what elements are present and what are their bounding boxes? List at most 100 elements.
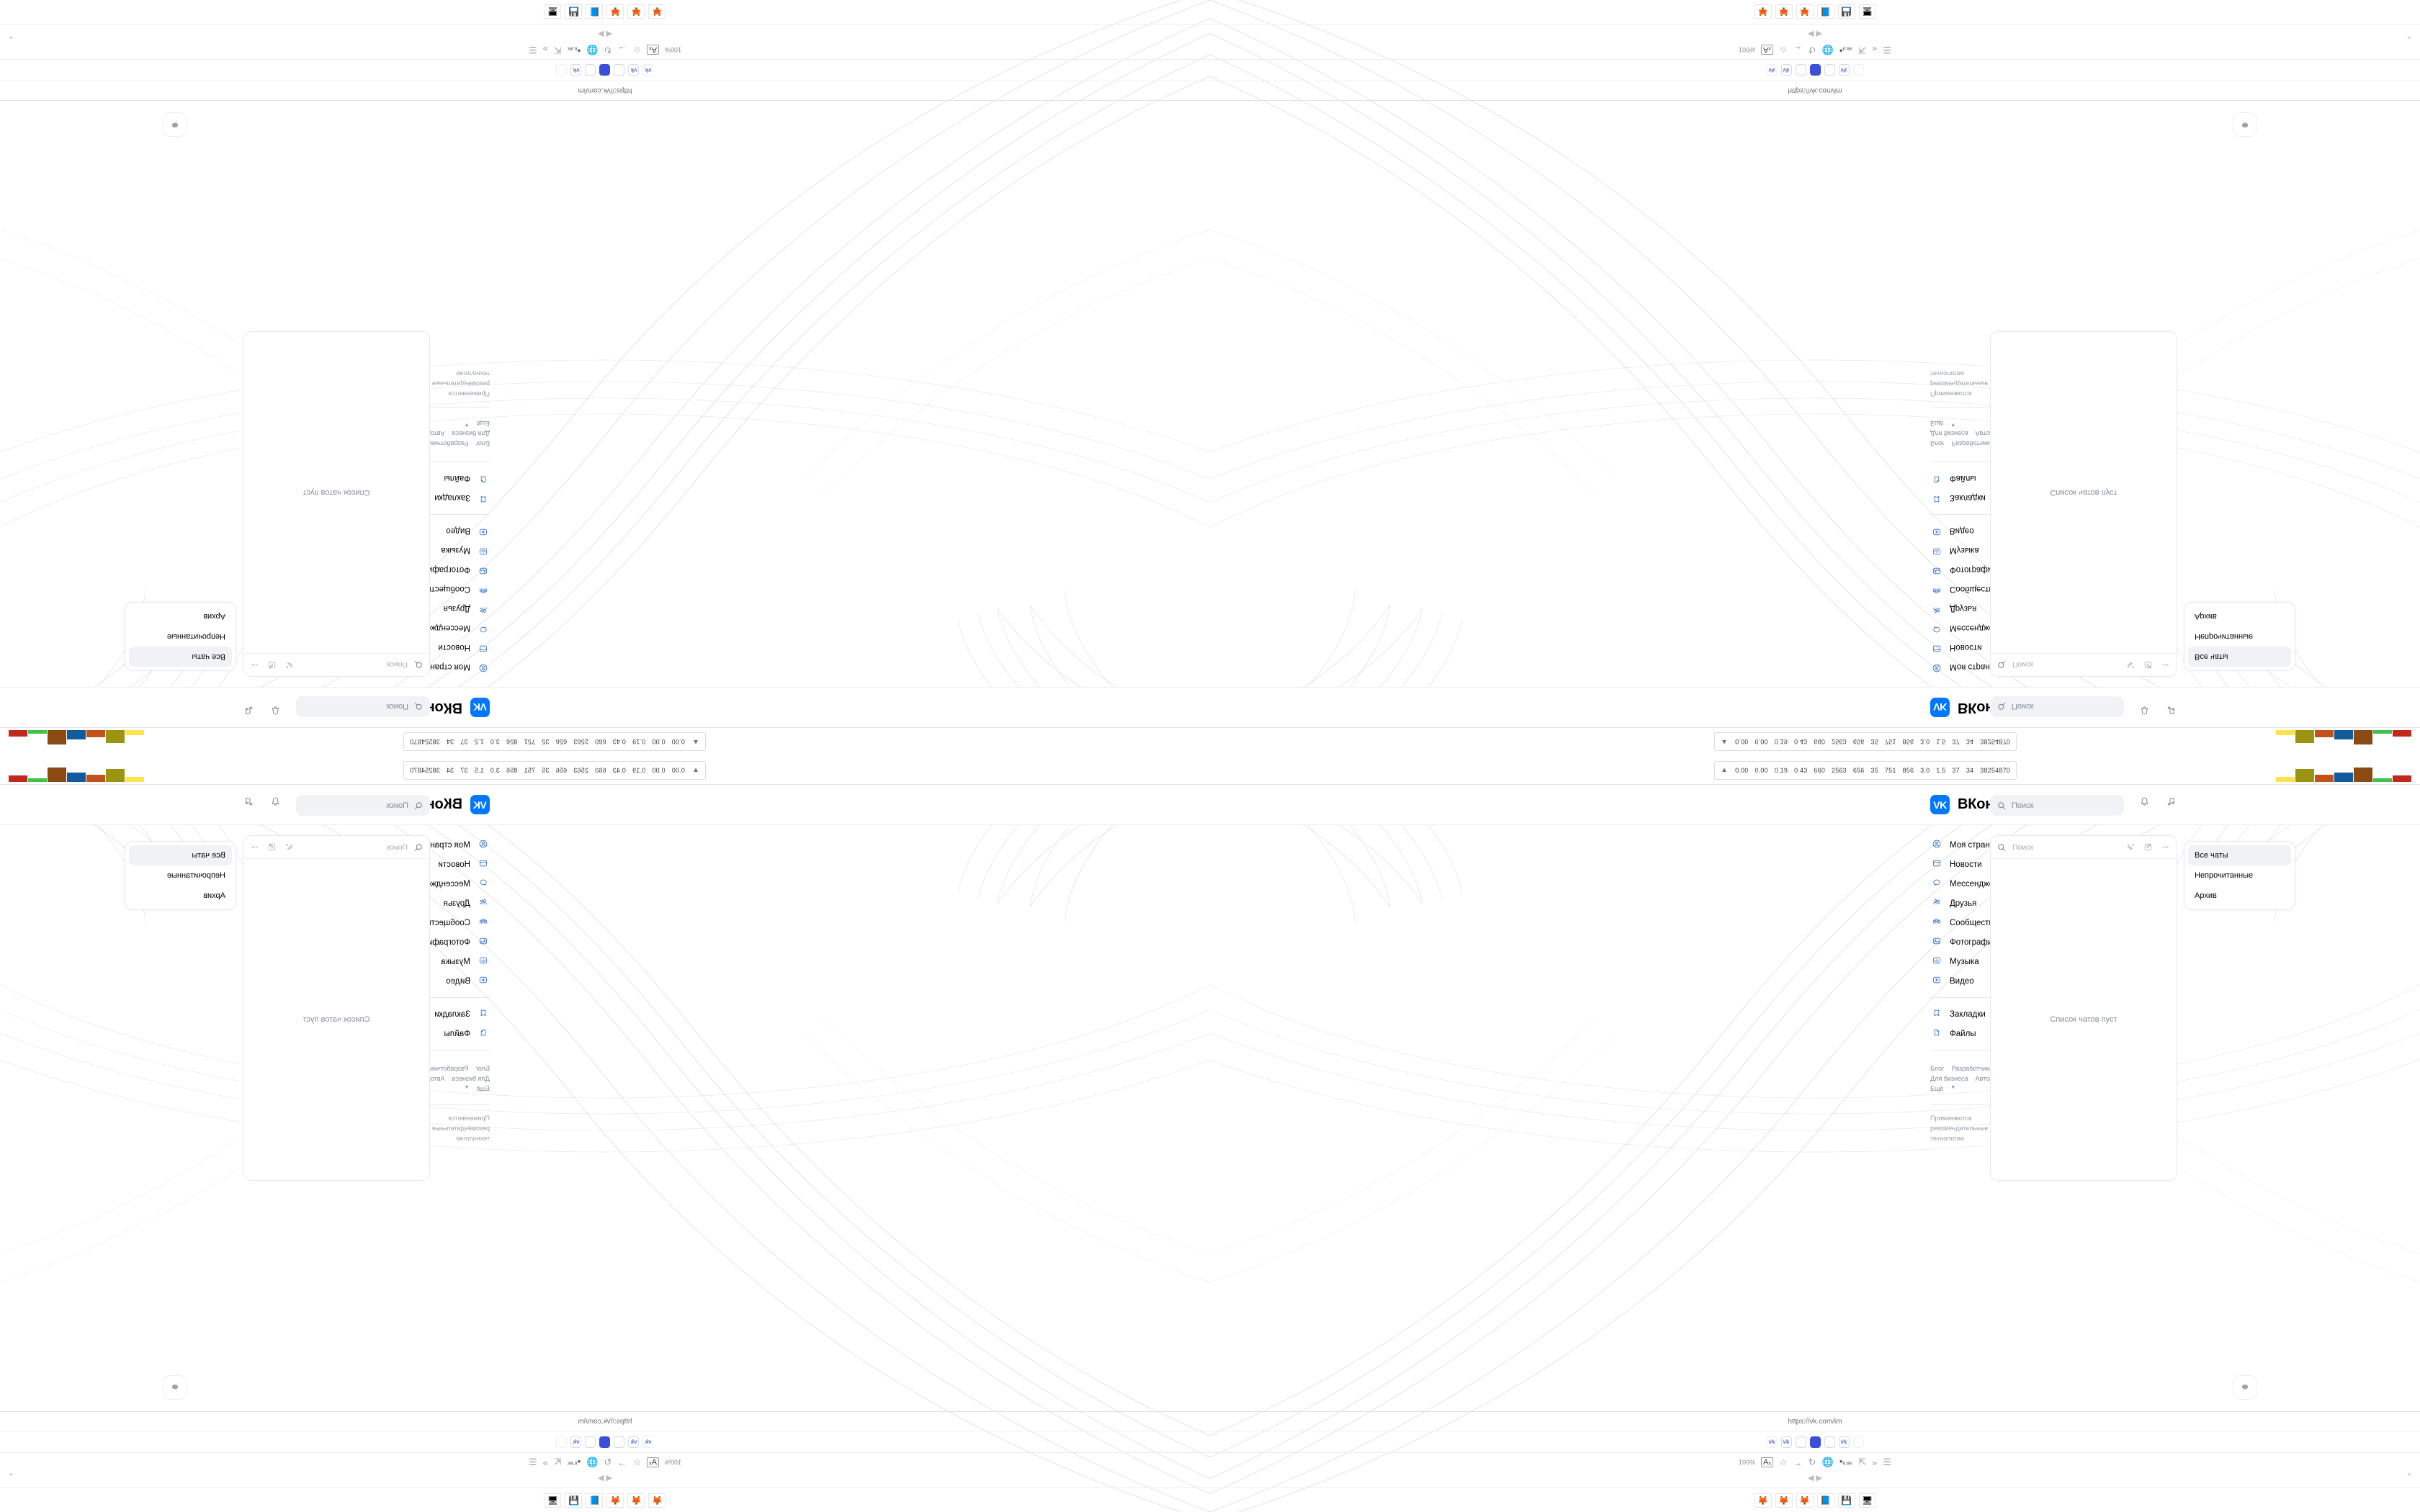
chat-filter-option-2[interactable]: Непрочитанные (2195, 871, 2254, 880)
music-note-icon[interactable] (243, 796, 254, 807)
more-options-icon[interactable] (2161, 660, 2170, 670)
sidebar-item-6[interactable]: Фотографии (389, 560, 490, 580)
taskbar-firefox-icon-3[interactable]: 🦊 (1796, 4, 1814, 19)
taskbar-firefox-icon-2[interactable]: 🦊 (627, 4, 645, 19)
chevrons-right-icon[interactable]: » (1872, 1457, 1878, 1468)
hamburger-menu-icon[interactable]: ☰ (1883, 1457, 1892, 1467)
taskbar-firefox-icon-3[interactable]: 🦊 (606, 4, 624, 19)
footer-link-business[interactable]: Для бизнеса (452, 430, 490, 438)
browser-tab-4[interactable] (1809, 1436, 1821, 1448)
vk-logo-icon[interactable]: VK (1930, 698, 1950, 717)
bell-icon[interactable] (270, 705, 281, 716)
taskbar-firefox-icon-1[interactable]: 🦊 (1754, 4, 1772, 19)
more-options-icon[interactable] (2161, 842, 2170, 852)
sidebar-item-7[interactable]: Музыка (389, 952, 490, 971)
compose-icon[interactable] (2143, 842, 2153, 852)
taskbar-terminal-icon-6[interactable]: 🖥 (1858, 4, 1876, 19)
chevron-down-icon[interactable]: ▼ (464, 1084, 470, 1090)
translate-icon[interactable]: Aₓ (647, 45, 660, 55)
sidebar-item-4[interactable]: Друзья (1930, 599, 2031, 618)
bookmark-star-icon[interactable]: ☆ (632, 1457, 642, 1467)
taskbar-save-disk-icon-5[interactable]: 💾 (565, 4, 583, 19)
browser-tab-3[interactable] (1795, 1436, 1806, 1448)
sidebar-item-3[interactable]: Мессенджер (389, 874, 490, 894)
next-triangle-icon[interactable]: ▶ (598, 1473, 604, 1482)
taskbar-notepad-icon-4[interactable]: 📘 (1816, 4, 1834, 19)
chevrons-right-icon[interactable]: » (1872, 44, 1878, 55)
sidebar-item-2[interactable]: Новости (1930, 855, 2031, 874)
translate-icon[interactable]: Aₓ (1760, 1457, 1773, 1467)
forward-arrow-icon[interactable]: → (617, 1457, 627, 1468)
chat-filter-option-3[interactable]: Архив (203, 612, 225, 621)
sidebar-item-5[interactable]: Сообщества (389, 913, 490, 932)
download-stats-panel[interactable]: ▲ 0.00 0.00 0.19 0.43 660 2563 656 35 751 856 3.0 1… (1714, 732, 2017, 752)
messenger-search-placeholder[interactable]: Поиск (2012, 660, 2034, 670)
floating-chat-button[interactable] (163, 1375, 187, 1400)
sidebar-item-2[interactable]: Новости (389, 638, 490, 657)
taskbar-firefox-icon-3[interactable]: 🦊 (606, 1493, 624, 1508)
browser-tab-7[interactable] (1852, 1436, 1864, 1448)
sidebar-item-3[interactable]: Мессенджер (389, 618, 490, 638)
chevron-down-icon[interactable]: ▼ (464, 422, 470, 428)
taskbar-firefox-icon-2[interactable]: 🦊 (1775, 1493, 1793, 1508)
footer-link-authors[interactable]: Авторам (1975, 1074, 2002, 1082)
chat-filter-option-1[interactable]: Все чаты (2188, 647, 2291, 667)
taskbar-firefox-icon-1[interactable]: 🦊 (648, 4, 666, 19)
footer-link-blog[interactable]: Блог (1930, 440, 1945, 447)
browser-tab-7[interactable] (556, 1436, 568, 1448)
sidebar-item-10[interactable]: Файлы (389, 469, 490, 488)
footer-link-more[interactable]: Ещё (1930, 1084, 1944, 1092)
globe-icon[interactable]: 🌐 (1821, 45, 1834, 55)
footer-link-more[interactable]: Ещё (476, 420, 490, 428)
browser-tab-1[interactable]: vk (642, 64, 654, 76)
adblock-icon[interactable]: ●6.8K (1839, 45, 1853, 54)
zoom-level-label[interactable]: 100% (665, 46, 682, 53)
chevron-collapse-icon[interactable]: ⌃ (7, 30, 15, 40)
sidebar-item-8[interactable]: Видео (389, 971, 490, 991)
messenger-search-placeholder[interactable]: Поиск (2012, 842, 2034, 852)
music-note-icon[interactable] (2166, 705, 2177, 716)
reload-icon[interactable]: ↻ (604, 1457, 612, 1467)
vk-logo-icon[interactable]: VK (1930, 795, 1950, 814)
browser-tab-2[interactable]: vk (1780, 1436, 1792, 1448)
global-search-input[interactable]: Поиск (1990, 696, 2124, 717)
global-search-input[interactable]: Поиск (296, 696, 430, 717)
chevron-up-icon[interactable]: ▲ (691, 738, 699, 746)
share-icon[interactable]: ⇱ (1858, 45, 1867, 55)
sidebar-item-6[interactable]: Фотографии (389, 932, 490, 952)
bookmark-star-icon[interactable]: ☆ (1778, 45, 1788, 55)
chat-filter-option-2[interactable]: Непрочитанные (2195, 632, 2254, 641)
reload-icon[interactable]: ↻ (604, 45, 612, 55)
sidebar-item-8[interactable]: Видео (1930, 521, 2031, 541)
adblock-icon[interactable]: ●6.8K (1839, 1458, 1853, 1467)
sidebar-item-4[interactable]: Друзья (389, 599, 490, 618)
footer-link-developers[interactable]: Разработчикам (1951, 1065, 1998, 1072)
floating-chat-button[interactable] (2233, 112, 2257, 137)
browser-tab-6[interactable]: vk (1838, 64, 1850, 76)
globe-icon[interactable]: 🌐 (586, 1457, 599, 1467)
browser-tab-1[interactable]: vk (1766, 64, 1778, 76)
browser-tab-6[interactable]: vk (570, 1436, 582, 1448)
chat-filter-option-1[interactable]: Все чаты (129, 845, 232, 865)
chevrons-right-icon[interactable]: » (542, 44, 548, 55)
footer-link-business[interactable]: Для бизнеса (1930, 1074, 1968, 1082)
hamburger-menu-icon[interactable]: ☰ (528, 1457, 537, 1467)
messenger-search-placeholder[interactable]: Поиск (386, 842, 408, 852)
taskbar-terminal-icon-6[interactable]: 🖥 (544, 4, 562, 19)
share-icon[interactable]: ⇱ (553, 1457, 562, 1467)
browser-tab-3[interactable] (1795, 64, 1806, 76)
floating-chat-button[interactable] (163, 112, 187, 137)
footer-link-blog[interactable]: Блог (475, 1065, 490, 1072)
browser-tab-7[interactable] (1852, 64, 1864, 76)
next-triangle-icon[interactable]: ▶ (1816, 1473, 1822, 1482)
taskbar-notepad-icon-4[interactable]: 📘 (586, 1493, 604, 1508)
sidebar-item-3[interactable]: Мессенджер (1930, 618, 2031, 638)
chevrons-right-icon[interactable]: » (542, 1457, 548, 1468)
hamburger-menu-icon[interactable]: ☰ (1883, 45, 1892, 55)
forward-arrow-icon[interactable]: → (617, 44, 627, 55)
next-triangle-icon[interactable]: ▶ (598, 30, 604, 39)
bell-icon[interactable] (2139, 796, 2150, 807)
globe-icon[interactable]: 🌐 (586, 45, 599, 55)
sidebar-item-5[interactable]: Сообщества (1930, 580, 2031, 599)
sidebar-item-9[interactable]: Закладки (1930, 1004, 2031, 1024)
